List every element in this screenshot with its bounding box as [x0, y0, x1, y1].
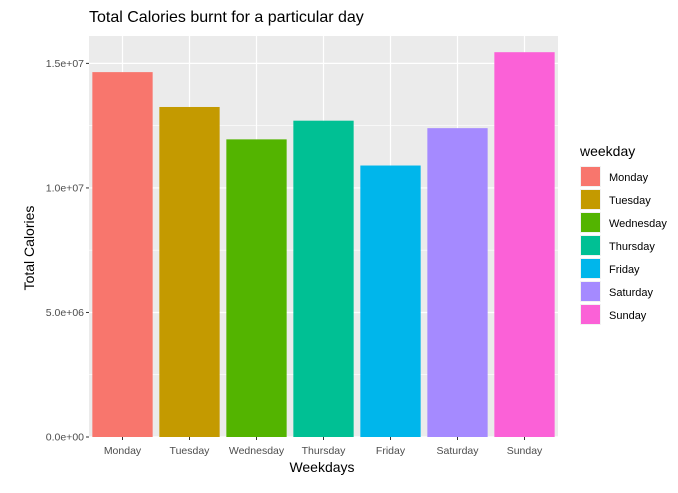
x-tick-label: Sunday [507, 445, 543, 457]
bar-saturday [427, 128, 488, 437]
legend-swatch-monday [581, 167, 600, 186]
legend-swatch-thursday [581, 236, 600, 255]
bar-sunday [494, 52, 555, 437]
legend-label: Sunday [609, 310, 647, 322]
y-tick-label: 1.0e+07 [46, 182, 84, 194]
x-axis-label: Weekdays [289, 459, 354, 475]
legend-swatch-wednesday [581, 213, 600, 232]
bar-wednesday [226, 139, 287, 438]
y-tick-label: 0.0e+00 [46, 432, 84, 444]
legend-title: weekday [579, 143, 635, 159]
legend-label: Wednesday [609, 218, 667, 230]
y-tick-label: 1.5e+07 [46, 58, 84, 70]
legend-swatch-sunday [581, 305, 600, 324]
x-tick-label: Thursday [302, 445, 347, 457]
y-tick-label: 5.0e+06 [46, 307, 84, 319]
y-axis: 0.0e+00 5.0e+06 1.0e+07 1.5e+07 [46, 58, 89, 444]
legend-label: Thursday [609, 241, 655, 253]
bar-monday [92, 72, 153, 438]
legend-label: Tuesday [609, 195, 651, 207]
legend-swatch-tuesday [581, 190, 600, 209]
legend-swatch-friday [581, 259, 600, 278]
x-tick-label: Friday [376, 445, 406, 457]
chart-title: Total Calories burnt for a particular da… [89, 9, 364, 26]
x-tick-label: Saturday [436, 445, 479, 457]
bar-friday [360, 165, 421, 437]
y-axis-label: Total Calories [21, 206, 37, 291]
x-tick-label: Monday [104, 445, 142, 457]
bar-tuesday [159, 106, 220, 438]
x-axis: Monday Tuesday Wednesday Thursday Friday Satu… [104, 437, 543, 457]
x-tick-label: Wednesday [229, 445, 285, 457]
x-tick-label: Tuesday [170, 445, 211, 457]
legend-swatch-saturday [581, 282, 600, 301]
bars [92, 52, 555, 438]
legend-label: Friday [609, 264, 640, 276]
legend-label: Saturday [609, 287, 654, 299]
bar-thursday [293, 120, 354, 437]
legend-label: Monday [609, 172, 649, 184]
legend: weekday Monday Tuesday Wednesday Thursday Fr… [579, 143, 667, 325]
